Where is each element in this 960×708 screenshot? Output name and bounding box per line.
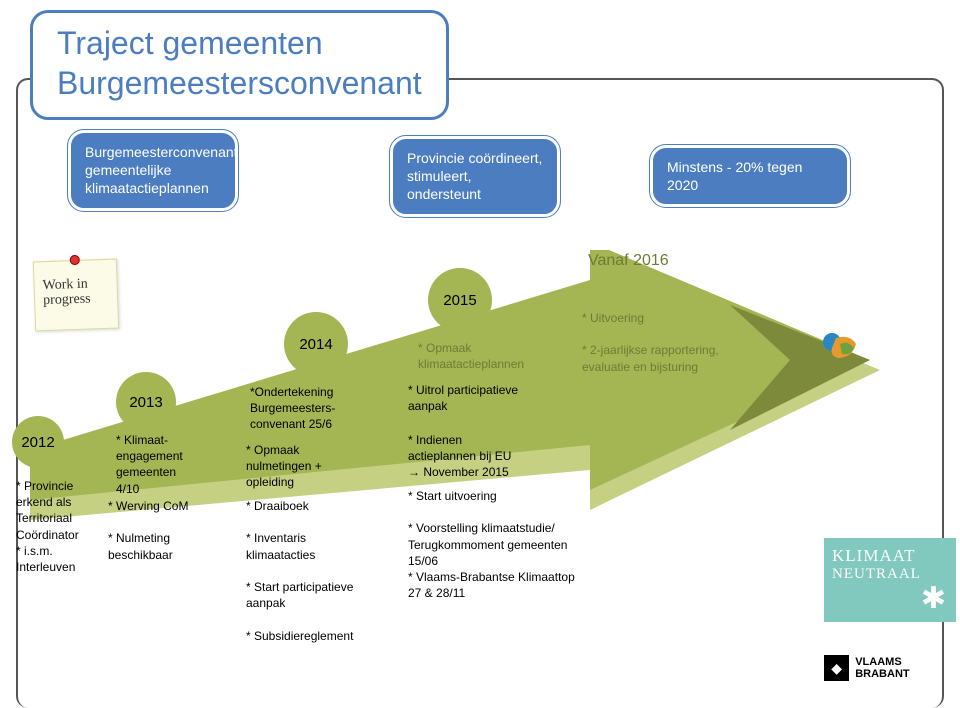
subtitle-pill-0: Burgemeesterconvenant: gemeentelijke kli… (68, 130, 238, 211)
pin-icon (70, 255, 80, 265)
year-2015: 2015 (428, 268, 492, 332)
subtitle-pill-2: Minstens - 20% tegen 2020 (650, 145, 850, 207)
title-banner: Traject gemeenten Burgemeestersconvenant (30, 10, 449, 120)
vb-text: VLAAMS BRABANT (855, 656, 956, 680)
provincie-icon (820, 330, 862, 364)
vanaf-2016-label: Vanaf 2016 (588, 252, 669, 270)
subtitle-pill-1: Provincie coördineert, stimuleert, onder… (390, 136, 560, 217)
year-2014: 2014 (284, 312, 348, 376)
title-line2: Burgemeestersconvenant (57, 63, 422, 103)
notes-2012: * Provincie erkend als Territoriaal Coör… (16, 478, 79, 575)
asterisk-icon: ✱ (921, 581, 946, 616)
postit-line1: Work in (42, 277, 90, 294)
notes-2015d: * Start uitvoering * Voorstelling klimaa… (408, 488, 575, 601)
notes-2014b: * Opmaak nulmetingen + opleiding (246, 442, 322, 491)
year-2012: 2012 (12, 416, 64, 468)
notes-2014c: * Draaiboek * Inventaris klimaatacties *… (246, 498, 353, 644)
notes-2013a: * Klimaat- engagement gemeenten 4/10 (116, 432, 183, 497)
notes-2015b: * Uitrol participatieve aanpak (408, 382, 518, 414)
year-2013: 2013 (116, 372, 176, 432)
vlaams-brabant-logo: ◆ VLAAMS BRABANT (824, 642, 956, 694)
title-line1: Traject gemeenten (57, 23, 422, 63)
klimaat-neutraal-badge: KLIMAAT NEUTRAAL ✱ (824, 538, 956, 622)
postit-line2: progress (43, 292, 91, 309)
work-in-progress-postit: Work in progress (33, 259, 119, 332)
badge-line1: KLIMAAT (832, 546, 916, 566)
notes-2016: * Uitvoering * 2-jaarlijkse rapportering… (582, 310, 719, 375)
notes-2015c: * Indienen actieplannen bij EU → Novembe… (408, 432, 511, 481)
notes-2014a: *Ondertekening Burgemeesters- convenant … (250, 384, 335, 433)
vb-square-icon: ◆ (824, 655, 849, 681)
notes-2015a: * Opmaak klimaatactieplannen (418, 340, 524, 372)
badge-line2: NEUTRAAL (832, 566, 921, 583)
notes-2013b: * Werving CoM * Nulmeting beschikbaar (108, 498, 188, 563)
